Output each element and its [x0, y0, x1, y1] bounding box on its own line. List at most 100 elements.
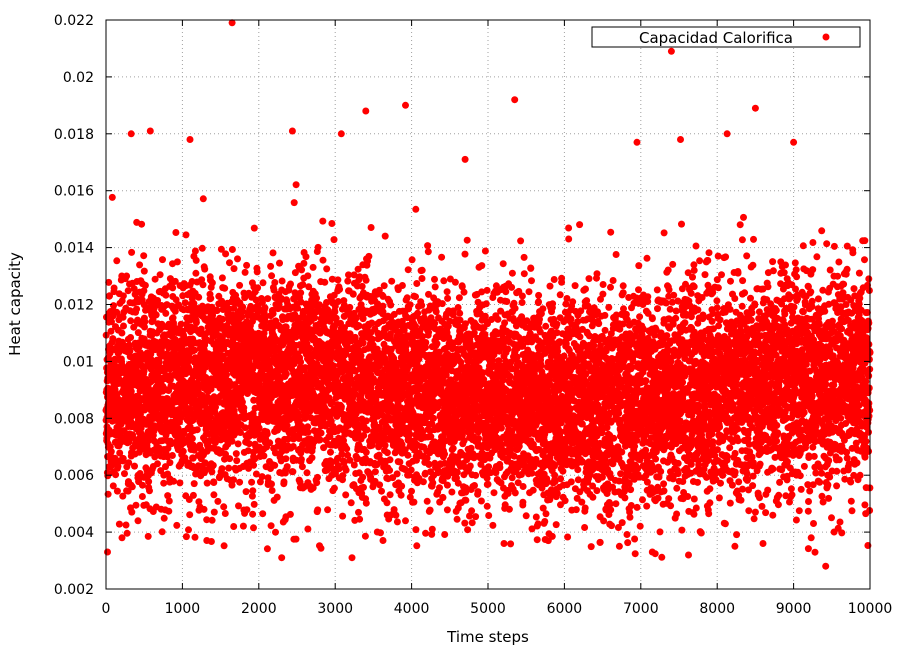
data-point — [124, 487, 132, 495]
data-point — [328, 220, 336, 227]
data-point — [218, 465, 226, 473]
data-point — [115, 520, 123, 528]
data-point — [433, 340, 441, 348]
data-point — [282, 370, 290, 378]
data-point — [286, 510, 294, 518]
data-point — [424, 242, 432, 250]
data-point — [339, 512, 347, 520]
data-point — [258, 473, 266, 481]
data-point — [432, 308, 440, 316]
data-point — [404, 266, 412, 274]
data-point — [481, 247, 489, 255]
data-point — [122, 521, 130, 529]
data-point — [119, 492, 127, 500]
data-point — [441, 450, 448, 458]
data-point — [472, 513, 480, 521]
data-point — [303, 469, 311, 477]
data-point — [221, 510, 229, 517]
data-point — [280, 478, 288, 486]
data-point — [154, 460, 161, 468]
data-point — [297, 289, 305, 297]
data-point — [371, 468, 379, 476]
data-point — [271, 279, 279, 286]
data-point — [313, 294, 320, 302]
data-point — [191, 247, 199, 255]
data-point — [386, 456, 394, 464]
data-point — [242, 488, 250, 496]
data-point — [430, 414, 437, 422]
data-point — [317, 544, 325, 552]
data-point — [460, 288, 468, 296]
data-point — [250, 500, 258, 508]
data-point — [478, 262, 486, 270]
data-point — [195, 293, 203, 301]
data-point — [453, 468, 461, 476]
data-point — [147, 350, 155, 358]
data-point — [226, 259, 233, 267]
data-point — [230, 476, 237, 484]
data-point — [471, 482, 478, 489]
data-point — [113, 257, 121, 265]
data-point — [134, 517, 142, 525]
data-point — [105, 278, 113, 286]
data-point — [347, 499, 355, 507]
data-point — [418, 275, 426, 282]
data-point — [208, 468, 216, 476]
data-point — [287, 280, 294, 288]
data-point — [132, 501, 140, 509]
data-point — [220, 542, 228, 550]
data-point — [179, 447, 187, 455]
data-point — [154, 297, 162, 304]
data-point — [232, 450, 240, 458]
data-point — [170, 319, 177, 327]
data-point — [359, 339, 367, 347]
data-point — [311, 314, 319, 322]
data-point — [208, 279, 216, 287]
data-point — [126, 347, 134, 355]
data-point — [297, 455, 305, 463]
data-point — [475, 435, 483, 442]
data-point — [393, 470, 401, 478]
data-point — [461, 250, 469, 258]
data-point — [123, 529, 131, 537]
data-point — [209, 461, 217, 469]
data-point — [107, 327, 115, 335]
data-point — [199, 281, 207, 289]
data-point — [120, 322, 127, 330]
data-point — [298, 463, 306, 471]
data-point — [119, 455, 127, 462]
data-point — [453, 515, 461, 523]
data-point — [319, 217, 327, 225]
data-point — [259, 510, 267, 518]
data-point — [127, 334, 135, 341]
data-point — [108, 193, 116, 201]
data-point — [131, 462, 138, 470]
data-point — [461, 519, 469, 527]
data-point — [407, 466, 415, 474]
data-point — [422, 339, 430, 346]
data-point — [134, 329, 142, 337]
data-point — [429, 479, 437, 487]
data-point — [362, 276, 370, 284]
data-point — [308, 454, 316, 462]
data-point — [418, 266, 426, 274]
data-point — [428, 525, 436, 533]
data-point — [413, 542, 421, 550]
data-point — [185, 526, 192, 534]
data-point — [360, 483, 367, 491]
data-point — [125, 459, 133, 467]
data-point — [152, 311, 160, 319]
data-point — [481, 331, 489, 338]
data-point — [198, 244, 206, 252]
data-point — [236, 281, 244, 289]
data-point — [456, 309, 464, 317]
data-point — [210, 491, 218, 499]
data-point — [214, 497, 222, 505]
data-point — [128, 248, 136, 256]
data-point — [314, 506, 322, 514]
data-point — [221, 284, 229, 292]
data-point — [282, 455, 290, 463]
data-point — [230, 265, 238, 273]
data-point — [155, 359, 163, 366]
